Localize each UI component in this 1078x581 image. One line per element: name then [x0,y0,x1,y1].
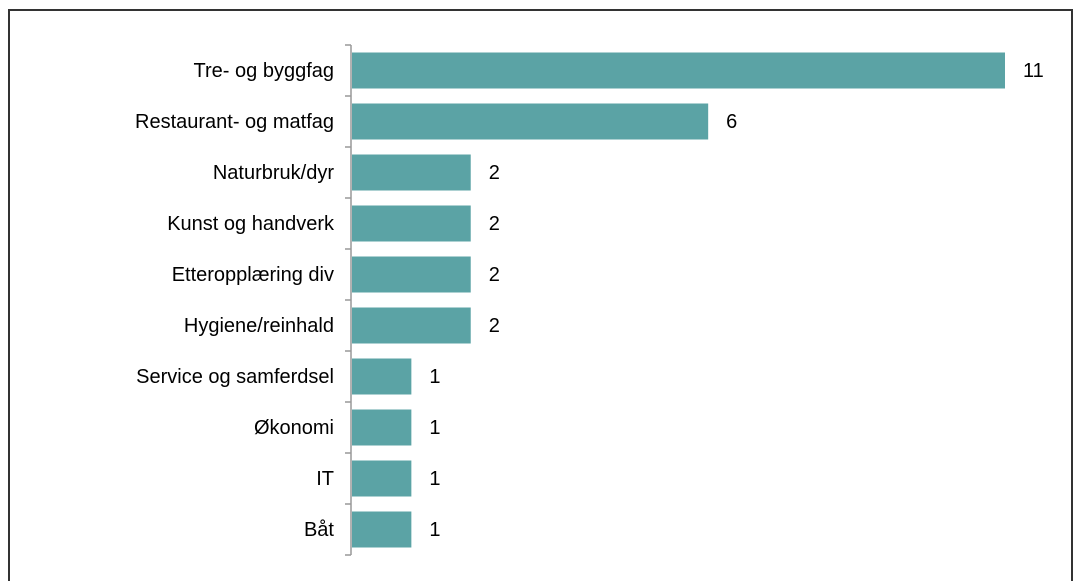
value-label: 2 [489,162,500,184]
bar [352,103,709,140]
y-tick-label: Økonomi [254,417,334,439]
bar [352,205,471,242]
value-label: 2 [489,264,500,286]
value-label: 1 [429,366,440,388]
bar [352,460,412,497]
y-tick-label: Restaurant- og matfag [135,111,334,133]
value-label: 2 [489,213,500,235]
value-label: 1 [429,417,440,439]
y-tick-label: Båt [304,519,334,541]
value-label: 11 [1023,60,1044,82]
y-tick-label: Tre- og byggfag [194,60,334,82]
bar [352,307,471,344]
y-tick-label: Etteropplæring div [172,264,334,286]
y-tick-label: Service og samferdsel [136,366,334,388]
value-label: 1 [429,468,440,490]
y-tick-label: Naturbruk/dyr [213,162,334,184]
value-label: 1 [429,519,440,541]
frame [8,9,1073,581]
bar [352,52,1005,89]
bar [352,409,412,446]
y-tick-label: IT [316,468,334,490]
y-tick-label: Kunst og handverk [167,213,335,235]
value-label: 6 [726,111,737,133]
value-label: 2 [489,315,500,337]
bar [352,256,471,293]
bar [352,511,412,548]
bar [352,358,412,395]
y-tick-label: Hygiene/reinhald [184,315,334,337]
bar [352,154,471,191]
